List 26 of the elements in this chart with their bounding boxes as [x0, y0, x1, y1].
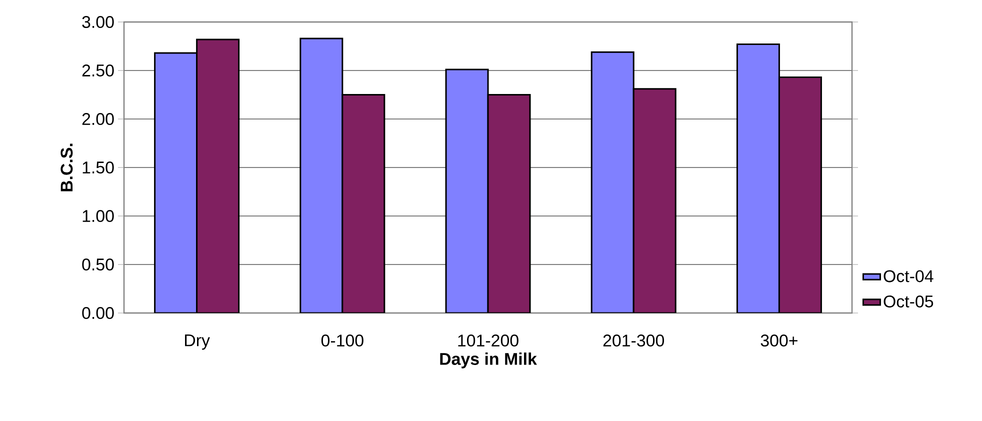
- y-tick-label: 0.00: [82, 307, 114, 319]
- y-tick-label: 3.00: [82, 16, 114, 28]
- bar: [196, 38, 240, 313]
- x-tick-label: 201-300: [603, 334, 664, 347]
- y-tick-label: 1.50: [82, 162, 114, 174]
- bar: [487, 94, 531, 313]
- bar: [154, 52, 198, 313]
- legend-label: Oct-04: [884, 270, 934, 282]
- bar: [342, 94, 386, 313]
- bar: [300, 38, 344, 313]
- legend-label: Oct-05: [884, 295, 934, 308]
- bar: [590, 51, 634, 313]
- bar: [778, 76, 822, 313]
- y-axis-title: B.C.S.: [60, 144, 73, 192]
- x-tick-label: 300+: [760, 334, 798, 347]
- bar: [445, 68, 489, 313]
- y-tick-label: 1.00: [82, 210, 114, 222]
- bar: [736, 44, 780, 313]
- x-tick-label: 0-100: [321, 334, 364, 347]
- bar: [632, 88, 676, 313]
- y-tick-label: 0.50: [82, 258, 114, 270]
- y-tick-label: 2.50: [82, 64, 114, 76]
- x-tick-label: Dry: [185, 334, 210, 350]
- x-tick-label: 101-200: [458, 334, 518, 347]
- x-axis-title: Days in Milk: [440, 352, 537, 368]
- y-tick-label: 2.00: [82, 113, 114, 125]
